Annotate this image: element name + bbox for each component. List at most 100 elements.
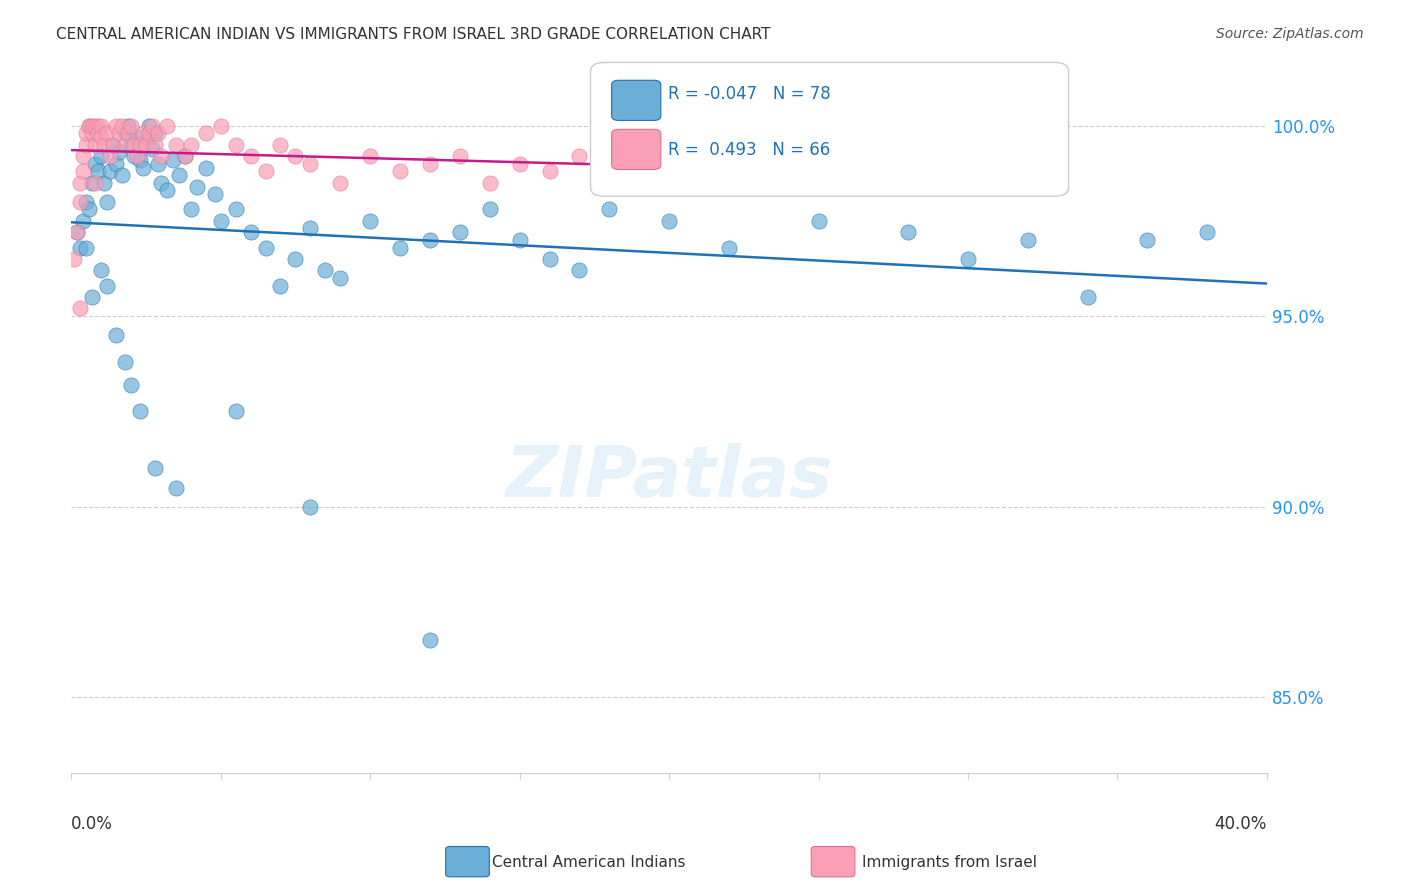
Point xyxy=(101,137,124,152)
Point xyxy=(120,119,142,133)
Point xyxy=(143,461,166,475)
Point xyxy=(225,137,247,152)
Text: R = -0.047   N = 78: R = -0.047 N = 78 xyxy=(668,85,831,103)
Point xyxy=(105,328,128,343)
Point xyxy=(82,176,104,190)
Point xyxy=(120,377,142,392)
Point xyxy=(284,149,307,163)
Point xyxy=(688,164,710,178)
Point xyxy=(108,145,131,160)
Point xyxy=(146,126,169,140)
Point xyxy=(299,221,322,235)
Point xyxy=(84,157,107,171)
Point xyxy=(143,137,166,152)
Point xyxy=(359,214,381,228)
Point xyxy=(419,157,441,171)
Text: CENTRAL AMERICAN INDIAN VS IMMIGRANTS FROM ISRAEL 3RD GRADE CORRELATION CHART: CENTRAL AMERICAN INDIAN VS IMMIGRANTS FR… xyxy=(56,27,770,42)
Point xyxy=(90,263,112,277)
Point xyxy=(132,126,155,140)
Point xyxy=(658,214,681,228)
Point xyxy=(284,252,307,266)
Point xyxy=(111,119,134,133)
Point xyxy=(1077,290,1099,304)
Point xyxy=(125,149,148,163)
Text: Central American Indians: Central American Indians xyxy=(492,855,686,870)
Text: 0.0%: 0.0% xyxy=(72,815,112,833)
Point xyxy=(717,241,740,255)
Point xyxy=(114,137,136,152)
Point xyxy=(87,126,110,140)
Point xyxy=(69,301,91,316)
Point xyxy=(269,278,291,293)
Point xyxy=(165,137,187,152)
Point xyxy=(568,263,591,277)
Text: Source: ZipAtlas.com: Source: ZipAtlas.com xyxy=(1216,27,1364,41)
Point xyxy=(77,202,100,217)
Point xyxy=(568,149,591,163)
Point xyxy=(66,225,89,239)
Point xyxy=(239,225,262,239)
Point xyxy=(167,168,190,182)
Point xyxy=(419,233,441,247)
Point xyxy=(254,241,277,255)
Point xyxy=(114,355,136,369)
Point xyxy=(105,119,128,133)
Point xyxy=(149,176,172,190)
Point xyxy=(138,126,160,140)
Point xyxy=(111,168,134,182)
Point xyxy=(658,157,681,171)
Point xyxy=(186,179,208,194)
Point xyxy=(93,137,115,152)
Point xyxy=(1017,233,1039,247)
Point xyxy=(72,149,94,163)
Point xyxy=(329,176,352,190)
Point xyxy=(299,157,322,171)
Point xyxy=(66,225,89,239)
Point xyxy=(180,202,202,217)
Point xyxy=(132,161,155,175)
Point xyxy=(598,176,620,190)
Point xyxy=(84,119,107,133)
Point xyxy=(84,176,107,190)
Point xyxy=(717,149,740,163)
Point xyxy=(538,164,561,178)
Point xyxy=(82,119,104,133)
Point xyxy=(204,187,226,202)
Point xyxy=(122,137,145,152)
Point xyxy=(129,137,152,152)
Point xyxy=(239,149,262,163)
Point xyxy=(96,126,118,140)
Point xyxy=(194,126,217,140)
Text: 40.0%: 40.0% xyxy=(1215,815,1267,833)
Point xyxy=(75,241,97,255)
Point xyxy=(478,176,501,190)
Point xyxy=(449,225,471,239)
Point xyxy=(156,119,179,133)
Point xyxy=(141,141,163,155)
Point xyxy=(162,153,184,167)
Point xyxy=(75,137,97,152)
Text: R =  0.493   N = 66: R = 0.493 N = 66 xyxy=(668,141,830,159)
Point xyxy=(141,119,163,133)
Point xyxy=(96,278,118,293)
Point xyxy=(389,164,412,178)
Point xyxy=(122,149,145,163)
Point xyxy=(82,290,104,304)
Point xyxy=(173,149,195,163)
Point xyxy=(87,164,110,178)
Point xyxy=(135,134,157,148)
Point xyxy=(117,119,139,133)
Point xyxy=(509,233,531,247)
Point xyxy=(449,149,471,163)
Point xyxy=(69,241,91,255)
Point xyxy=(75,126,97,140)
Point xyxy=(509,157,531,171)
Point xyxy=(82,126,104,140)
Point xyxy=(87,119,110,133)
Point xyxy=(93,176,115,190)
Point xyxy=(807,214,830,228)
Point xyxy=(90,149,112,163)
Point xyxy=(143,126,166,140)
Point xyxy=(209,214,232,228)
Text: Immigrants from Israel: Immigrants from Israel xyxy=(862,855,1036,870)
